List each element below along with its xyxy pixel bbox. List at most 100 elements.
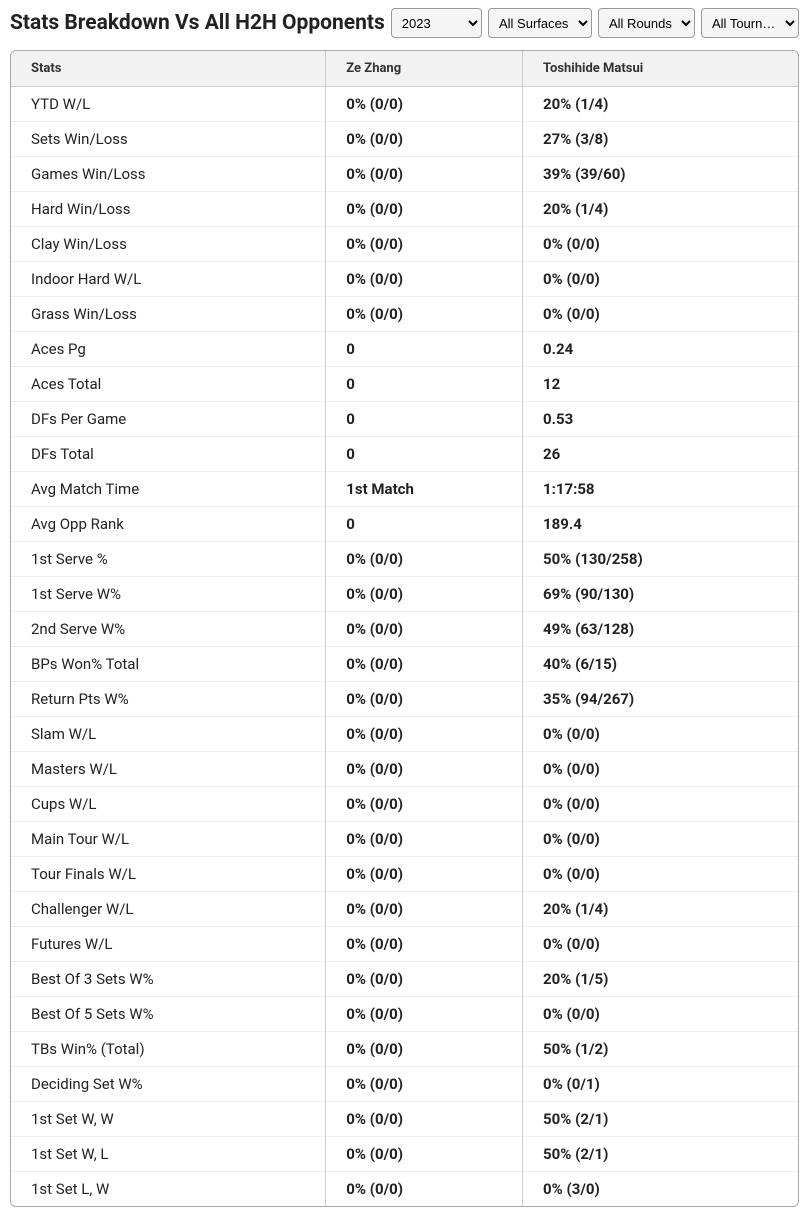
player1-value: 0% (0/0) (326, 787, 523, 822)
player1-value: 0% (0/0) (326, 577, 523, 612)
stat-label: Cups W/L (11, 787, 326, 822)
table-row: Cups W/L0% (0/0)0% (0/0) (11, 787, 798, 822)
player2-value: 0% (0/0) (523, 262, 798, 297)
player1-value: 0% (0/0) (326, 87, 523, 122)
table-row: Sets Win/Loss0% (0/0)27% (3/8) (11, 122, 798, 157)
player2-value: 0.53 (523, 402, 798, 437)
player2-value: 0% (0/0) (523, 822, 798, 857)
player1-value: 0% (0/0) (326, 647, 523, 682)
stat-label: Best Of 3 Sets W% (11, 962, 326, 997)
stat-label: 1st Set W, W (11, 1102, 326, 1137)
table-row: DFs Total026 (11, 437, 798, 472)
player1-value: 0% (0/0) (326, 542, 523, 577)
player1-value: 0% (0/0) (326, 892, 523, 927)
stat-label: Clay Win/Loss (11, 227, 326, 262)
table-row: Hard Win/Loss0% (0/0)20% (1/4) (11, 192, 798, 227)
table-row: Aces Total012 (11, 367, 798, 402)
stat-label: 1st Serve % (11, 542, 326, 577)
player1-value: 1st Match (326, 472, 523, 507)
stat-label: 1st Set L, W (11, 1172, 326, 1207)
player1-value: 0% (0/0) (326, 192, 523, 227)
stat-label: 1st Set W, L (11, 1137, 326, 1172)
player2-value: 49% (63/128) (523, 612, 798, 647)
round-select[interactable]: All Rounds (598, 8, 695, 38)
table-row: Masters W/L0% (0/0)0% (0/0) (11, 752, 798, 787)
player2-value: 39% (39/60) (523, 157, 798, 192)
stat-label: DFs Per Game (11, 402, 326, 437)
player1-value: 0 (326, 367, 523, 402)
stat-label: Avg Opp Rank (11, 507, 326, 542)
stat-label: 1st Serve W% (11, 577, 326, 612)
tournament-select[interactable]: All Tourn… (701, 8, 799, 38)
table-row: 1st Serve W%0% (0/0)69% (90/130) (11, 577, 798, 612)
player2-value: 50% (2/1) (523, 1102, 798, 1137)
player1-value: 0% (0/0) (326, 157, 523, 192)
player1-value: 0% (0/0) (326, 857, 523, 892)
table-row: Clay Win/Loss0% (0/0)0% (0/0) (11, 227, 798, 262)
player2-value: 27% (3/8) (523, 122, 798, 157)
stat-label: Indoor Hard W/L (11, 262, 326, 297)
header-player1: Ze Zhang (326, 51, 523, 87)
player1-value: 0 (326, 402, 523, 437)
stat-label: Aces Total (11, 367, 326, 402)
table-row: Avg Match Time1st Match1:17:58 (11, 472, 798, 507)
player1-value: 0% (0/0) (326, 1102, 523, 1137)
surface-select[interactable]: All Surfaces (488, 8, 592, 38)
player2-value: 0% (0/0) (523, 927, 798, 962)
player1-value: 0 (326, 332, 523, 367)
table-row: Deciding Set W%0% (0/0)0% (0/1) (11, 1067, 798, 1102)
table-row: 1st Set W, W0% (0/0)50% (2/1) (11, 1102, 798, 1137)
player1-value: 0% (0/0) (326, 997, 523, 1032)
player1-value: 0% (0/0) (326, 1137, 523, 1172)
stat-label: Tour Finals W/L (11, 857, 326, 892)
player2-value: 20% (1/4) (523, 192, 798, 227)
stat-label: DFs Total (11, 437, 326, 472)
player1-value: 0% (0/0) (326, 262, 523, 297)
player2-value: 20% (1/4) (523, 892, 798, 927)
header-player2: Toshihide Matsui (523, 51, 798, 87)
stat-label: Hard Win/Loss (11, 192, 326, 227)
table-row: 1st Set W, L0% (0/0)50% (2/1) (11, 1137, 798, 1172)
stat-label: Grass Win/Loss (11, 297, 326, 332)
player2-value: 0% (0/0) (523, 857, 798, 892)
player2-value: 0% (0/0) (523, 717, 798, 752)
table-row: Tour Finals W/L0% (0/0)0% (0/0) (11, 857, 798, 892)
stats-header: Stats Breakdown Vs All H2H Opponents 202… (0, 0, 809, 46)
stat-label: Futures W/L (11, 927, 326, 962)
player2-value: 40% (6/15) (523, 647, 798, 682)
stat-label: Return Pts W% (11, 682, 326, 717)
player1-value: 0% (0/0) (326, 227, 523, 262)
player2-value: 50% (2/1) (523, 1137, 798, 1172)
table-row: Games Win/Loss0% (0/0)39% (39/60) (11, 157, 798, 192)
player2-value: 0% (0/0) (523, 787, 798, 822)
table-row: 1st Serve %0% (0/0)50% (130/258) (11, 542, 798, 577)
stats-table: Stats Ze Zhang Toshihide Matsui YTD W/L0… (11, 51, 798, 1206)
player2-value: 26 (523, 437, 798, 472)
table-row: YTD W/L0% (0/0)20% (1/4) (11, 87, 798, 122)
table-row: Indoor Hard W/L0% (0/0)0% (0/0) (11, 262, 798, 297)
table-row: Aces Pg00.24 (11, 332, 798, 367)
player1-value: 0% (0/0) (326, 962, 523, 997)
player1-value: 0% (0/0) (326, 297, 523, 332)
page-title: Stats Breakdown Vs All H2H Opponents (10, 11, 385, 35)
stat-label: TBs Win% (Total) (11, 1032, 326, 1067)
player2-value: 0% (0/1) (523, 1067, 798, 1102)
player2-value: 189.4 (523, 507, 798, 542)
table-row: DFs Per Game00.53 (11, 402, 798, 437)
table-row: 1st Set L, W0% (0/0)0% (3/0) (11, 1172, 798, 1207)
table-header-row: Stats Ze Zhang Toshihide Matsui (11, 51, 798, 87)
stat-label: Games Win/Loss (11, 157, 326, 192)
year-select[interactable]: 2023 (391, 8, 482, 38)
player2-value: 50% (1/2) (523, 1032, 798, 1067)
player1-value: 0% (0/0) (326, 1067, 523, 1102)
player2-value: 0% (0/0) (523, 227, 798, 262)
table-row: Slam W/L0% (0/0)0% (0/0) (11, 717, 798, 752)
table-row: Best Of 3 Sets W%0% (0/0)20% (1/5) (11, 962, 798, 997)
player2-value: 12 (523, 367, 798, 402)
player2-value: 20% (1/5) (523, 962, 798, 997)
stat-label: Best Of 5 Sets W% (11, 997, 326, 1032)
player2-value: 35% (94/267) (523, 682, 798, 717)
table-row: Challenger W/L0% (0/0)20% (1/4) (11, 892, 798, 927)
stat-label: YTD W/L (11, 87, 326, 122)
player2-value: 1:17:58 (523, 472, 798, 507)
